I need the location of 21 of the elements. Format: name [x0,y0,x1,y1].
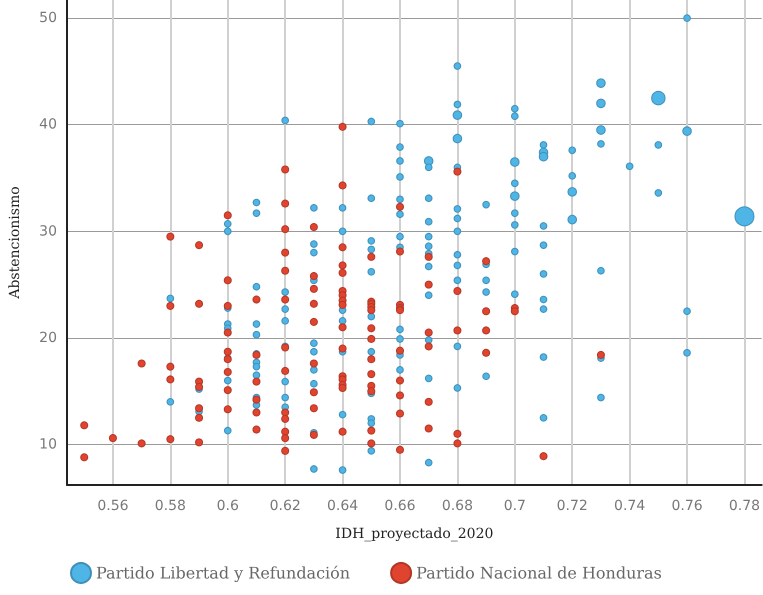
x-tick-label: 0.7 [504,498,526,514]
x-tick-label: 0.72 [556,498,588,514]
x-tick-label: 0.66 [384,498,416,514]
y-tick-label: 50 [39,10,57,26]
x-tick-label: 0.76 [671,498,703,514]
y-axis-title: Abstencionismo [7,186,23,300]
x-axis-title: IDH_proyectado_2020 [335,526,494,542]
legend-label: Partido Libertad y Refundación [96,564,350,582]
y-tick-label: 20 [39,330,57,346]
legend-label: Partido Nacional de Honduras [416,564,662,582]
x-tick-label: 0.62 [270,498,301,514]
y-tick-label: 40 [39,116,57,133]
x-tick-label: 0.78 [728,498,760,514]
x-tick-label: 0.64 [326,498,358,514]
x-tick-label: 0.56 [97,498,129,514]
x-tick-label: 0.68 [442,498,473,514]
y-tick-label: 30 [39,223,57,240]
x-tick-label: 0.74 [614,498,646,514]
x-tick-label: 0.58 [154,498,186,514]
x-tick-label: 0.6 [216,498,239,514]
y-tick-label: 10 [39,436,57,452]
